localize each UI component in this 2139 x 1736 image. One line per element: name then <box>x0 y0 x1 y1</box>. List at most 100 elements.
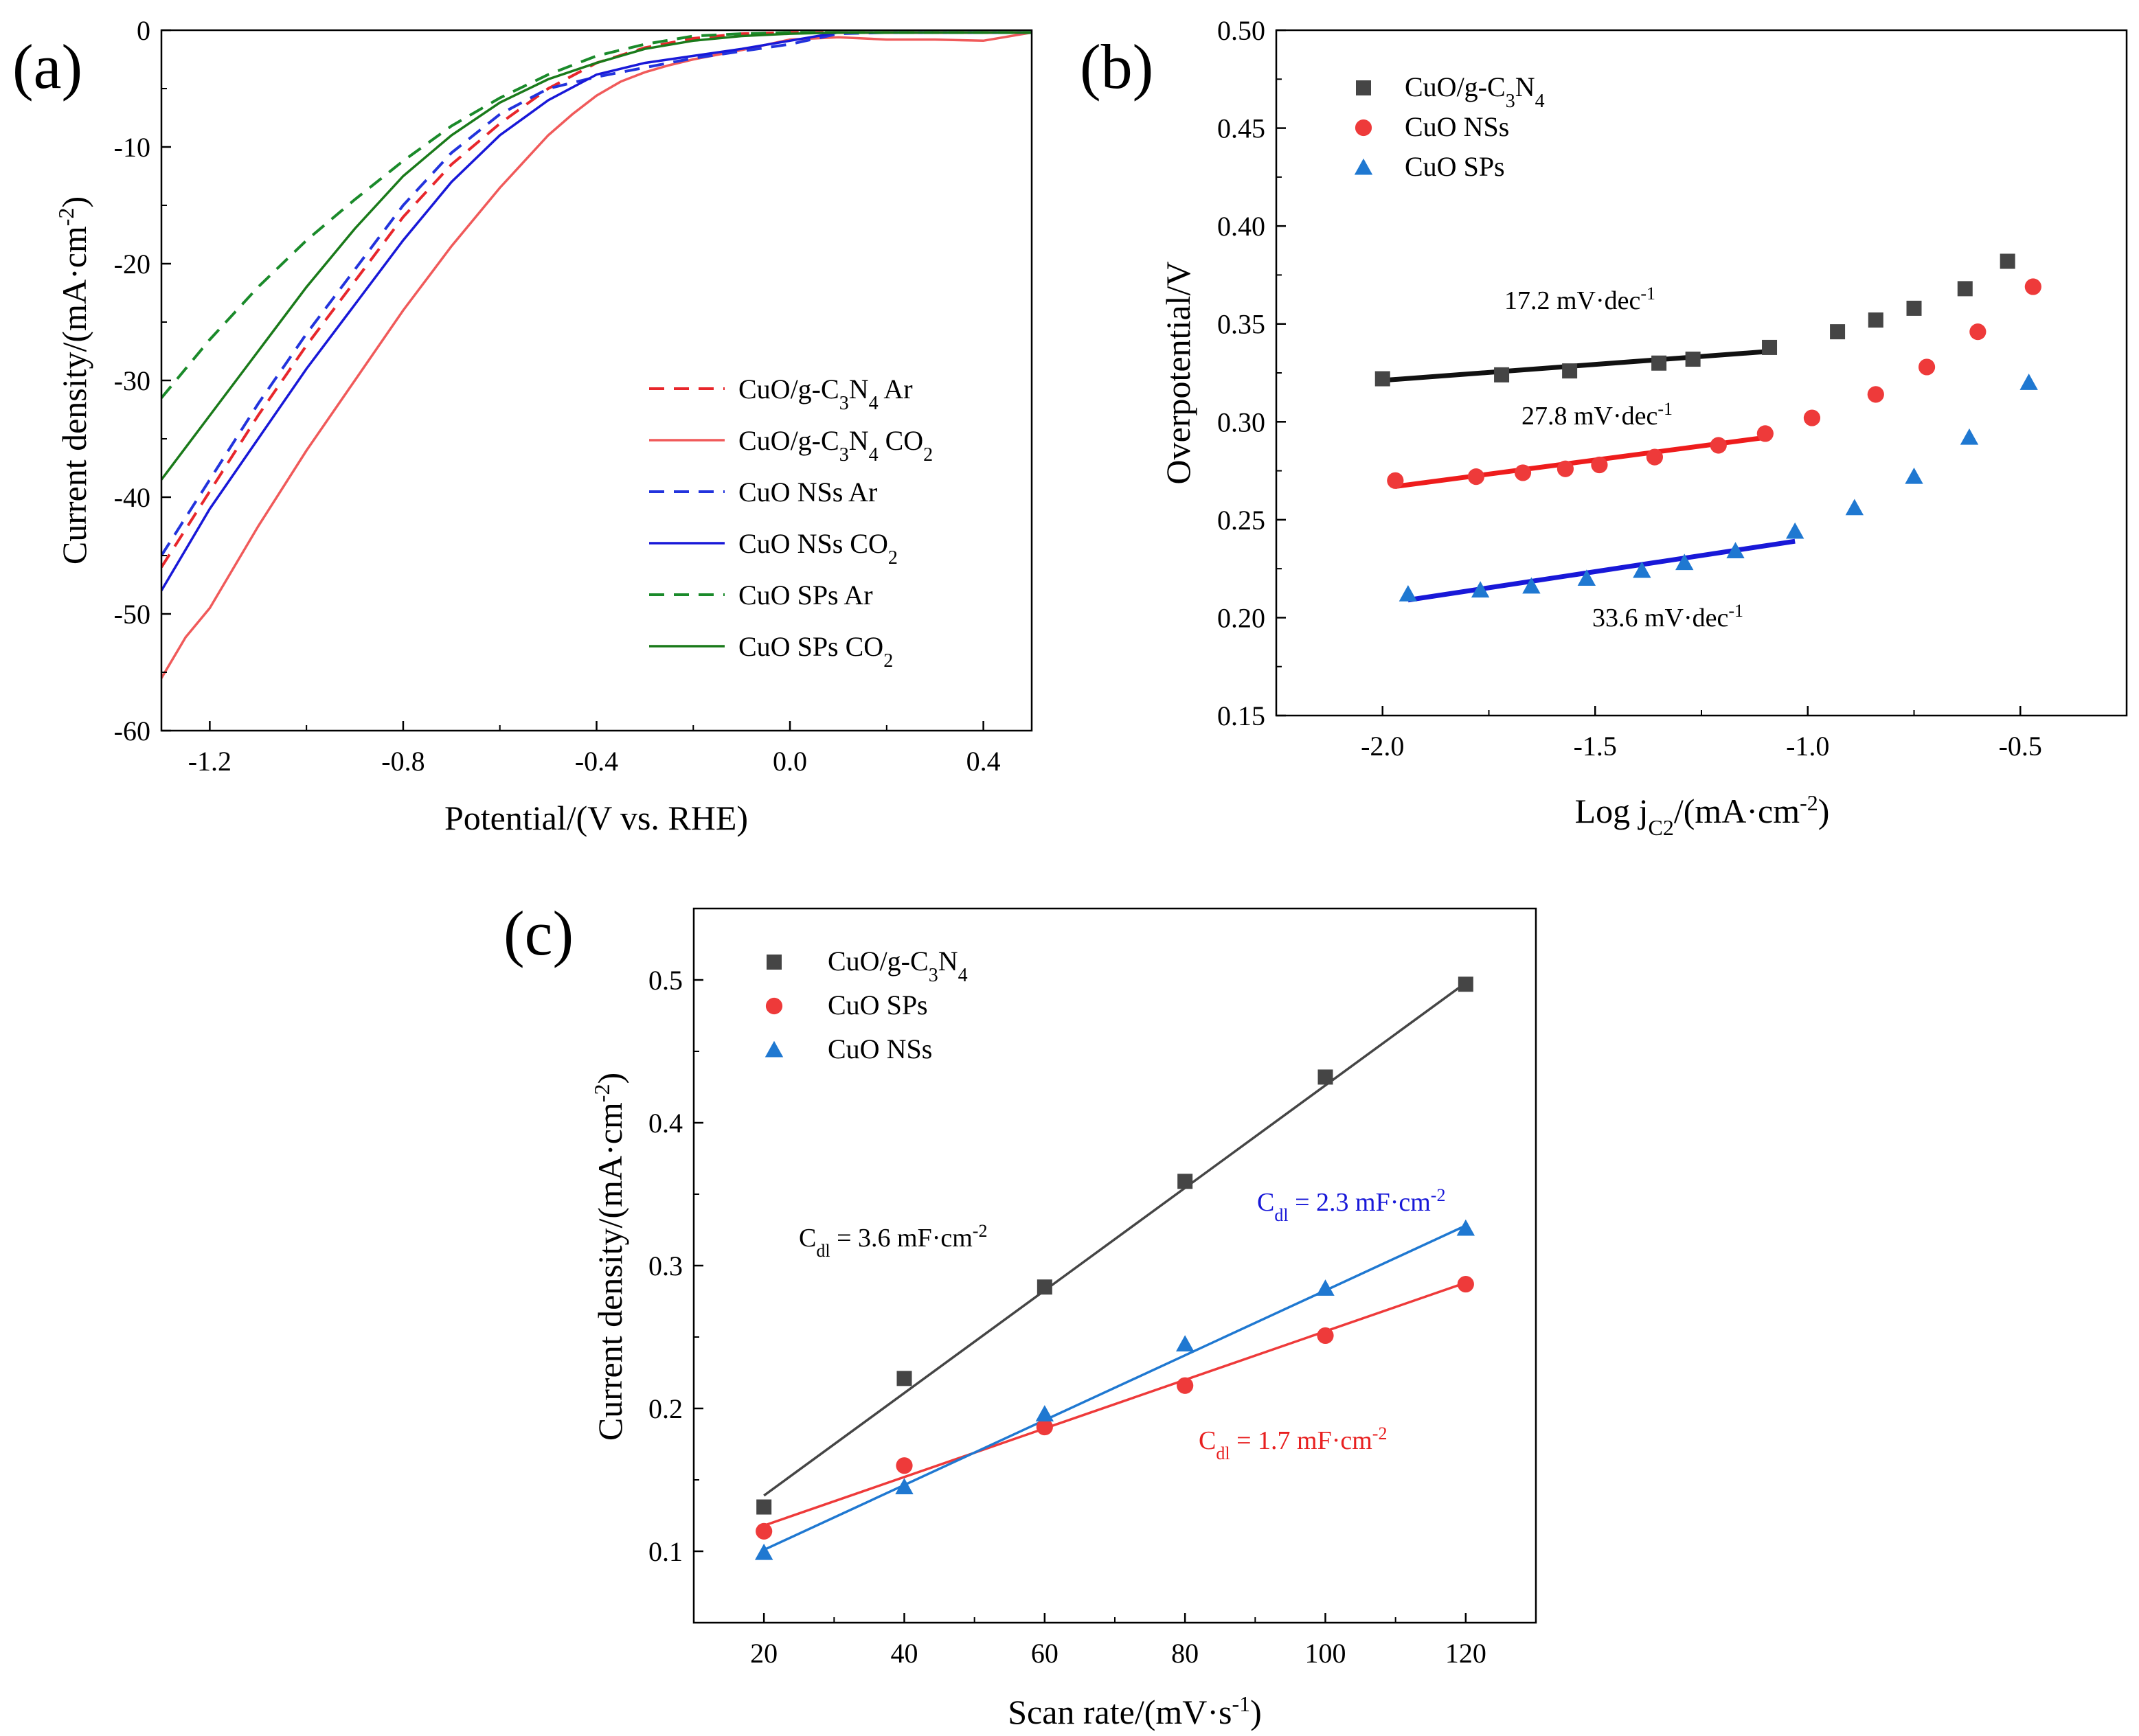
panel-c-point <box>754 1543 773 1560</box>
panel-b-point <box>1514 464 1532 481</box>
panel-c-2-ytick-label: 0.5 <box>648 965 683 996</box>
panel-b-1-ytick-label: 0.25 <box>1217 505 1265 536</box>
panel-b-1-ytick-label: 0.35 <box>1217 309 1265 340</box>
panel-b-legend-marker <box>1356 80 1371 95</box>
panel-b-slope-cuo-gc3n4: 17.2 mV·dec-1 <box>1504 284 1655 316</box>
panel-c-legend-label: CuO SPs <box>828 990 928 1020</box>
panel-b-point <box>1633 561 1651 578</box>
panel-b-point <box>2019 374 2038 390</box>
panel-c-fit-line <box>763 981 1467 1497</box>
panel-b-point <box>1591 456 1608 474</box>
panel-c-point <box>896 1371 912 1386</box>
panel-c-2-ytick-label: 0.2 <box>648 1393 683 1424</box>
panel-c-2-xtick-label: 60 <box>1031 1638 1059 1669</box>
panel-a-0-ytick-label: -20 <box>114 249 150 279</box>
panel-a-0-ytick-label: -60 <box>114 716 150 746</box>
panel-b-legend-marker <box>1355 119 1372 137</box>
panel-b-point <box>1905 467 1923 484</box>
panel-a-series <box>161 31 1032 679</box>
panel-a-legend-label: CuO/g-C3N4 CO2 <box>738 425 933 466</box>
panel-a-series-line <box>161 31 1032 557</box>
panel-c-frame <box>692 907 1537 1624</box>
panel-b-point <box>1467 468 1485 486</box>
panel-a-0-ytick-label: -40 <box>114 482 150 513</box>
panel-c-2-xtick-label: 20 <box>750 1638 778 1669</box>
panel-b-point <box>1522 577 1541 594</box>
panel-a-0-xtick-label: -0.4 <box>575 746 618 777</box>
panel-c-legend-label: CuO NSs <box>828 1033 932 1064</box>
panel-c-fit-line <box>763 1281 1467 1527</box>
panel-b-1-ytick-label: 0.20 <box>1217 602 1265 633</box>
panel-c-2-xtick-label: 80 <box>1171 1638 1199 1669</box>
panel-c-xlabel: Scan rate/(mV·s-1) <box>1008 1691 1262 1731</box>
panel-b-point <box>1387 472 1404 489</box>
panel-b-point <box>1830 324 1846 340</box>
panel-c-cdl-cuo-sps: Cdl = 1.7 mF·cm-2 <box>1199 1424 1387 1463</box>
panel-c-ylabel: Current density/(mA·cm-2) <box>589 1073 629 1441</box>
panel-a-0-xtick-label: -1.2 <box>188 746 231 777</box>
panel-c-point <box>1317 1069 1333 1085</box>
panel-a-0-ytick-label: -50 <box>114 599 150 630</box>
panel-b-point <box>1918 358 1936 376</box>
panel-b-legend-label: CuO NSs <box>1405 111 1509 142</box>
panel-c-2-xtick-label: 120 <box>1445 1638 1486 1669</box>
panel-b-point <box>1957 281 1973 297</box>
panel-c-2-xtick-label: 40 <box>891 1638 918 1669</box>
panel-c-cdl-cuo-nss: Cdl = 2.3 mF·cm-2 <box>1257 1185 1445 1225</box>
panel-a-0-ytick-label: -30 <box>114 365 150 396</box>
panel-c-legend-marker <box>765 1040 784 1058</box>
panel-b-1-ytick-label: 0.40 <box>1217 211 1265 242</box>
panel-b-slope-cuo-nss: 27.8 mV·dec-1 <box>1521 399 1673 431</box>
panel-b-legend-label: CuO SPs <box>1405 151 1505 182</box>
panel-c-point <box>1316 1279 1335 1296</box>
panel-c-legend-marker <box>765 997 783 1015</box>
panel-b-markers <box>1374 253 2041 602</box>
panel-b-ylabel: Overpotential/V <box>1159 262 1197 485</box>
panel-c-point <box>1177 1174 1193 1189</box>
panel-b-legend-marker <box>1354 158 1373 175</box>
panel-b-1-xtick-label: -1.5 <box>1574 731 1617 762</box>
panel-b-point <box>1646 448 1664 466</box>
panel-b-point <box>1562 363 1578 379</box>
panel-a-series-line <box>161 31 1032 679</box>
panel-b-point <box>1710 437 1727 454</box>
panel-a-label: (a) <box>12 32 82 102</box>
panel-a-0-ytick-label: -10 <box>114 132 150 163</box>
panel-b-1-ytick-label: 0.15 <box>1217 700 1265 731</box>
panel-a-series-line <box>161 31 1032 399</box>
panel-a-ticks: -1.2 -0.8 -0.4 0.0 0.4 0 -10 -20 -30 -40 -50 -60 <box>114 15 1001 777</box>
panel-b-point <box>1494 367 1510 382</box>
panel-b-legend-label: CuO/g-C3N4 <box>1405 71 1545 112</box>
panel-b-point <box>1756 425 1774 442</box>
panel-c-point <box>1037 1279 1052 1295</box>
panel-b-1-ytick-label: 0.45 <box>1217 113 1265 144</box>
panel-b-point <box>1577 569 1596 586</box>
panel-a-0-xtick-label: -0.8 <box>381 746 425 777</box>
panel-a-xlabel: Potential/(V vs. RHE) <box>444 799 748 837</box>
panel-c-point <box>1036 1418 1053 1436</box>
panel-a-series-line <box>161 31 1032 569</box>
panel-a-legend-label: CuO NSs Ar <box>738 477 877 507</box>
panel-c-point <box>895 1478 914 1494</box>
panel-c-point <box>1177 1377 1194 1394</box>
panel-b-point <box>2000 253 2015 269</box>
panel-b-1-xtick-label: -0.5 <box>1999 731 2042 762</box>
panel-b-point <box>1651 355 1667 371</box>
panel-b-point <box>1960 428 1979 445</box>
panel-b-point <box>1675 553 1694 571</box>
panel-b-point <box>1845 499 1864 516</box>
panel-c-2-xtick-label: 100 <box>1305 1638 1346 1669</box>
panel-b-1-ytick-label: 0.30 <box>1217 407 1265 437</box>
panel-a-legend-label: CuO NSs CO2 <box>738 528 898 569</box>
panel-c-point <box>1035 1405 1054 1421</box>
panel-c-point <box>1456 1219 1475 1236</box>
panel-b-1-ytick-label: 0.50 <box>1217 15 1265 46</box>
panel-b-ticks: -2.0 -1.5 -1.0 -0.5 0.15 0.20 0.25 0.30 0.35 0.40… <box>1217 15 2127 762</box>
panel-a-legend-label: CuO SPs CO2 <box>738 631 893 672</box>
panel-b-point <box>1785 522 1804 539</box>
panel-b: (b) -2.0 -1.5 -1.0 -0.5 0.15 0.20 0.25 0.30 0.35… <box>1080 15 2128 840</box>
panel-c-label: (c) <box>503 898 574 968</box>
panel-c-legend-label: CuO/g-C3N4 <box>828 946 968 986</box>
panel-b-fit-line <box>1394 435 1766 489</box>
